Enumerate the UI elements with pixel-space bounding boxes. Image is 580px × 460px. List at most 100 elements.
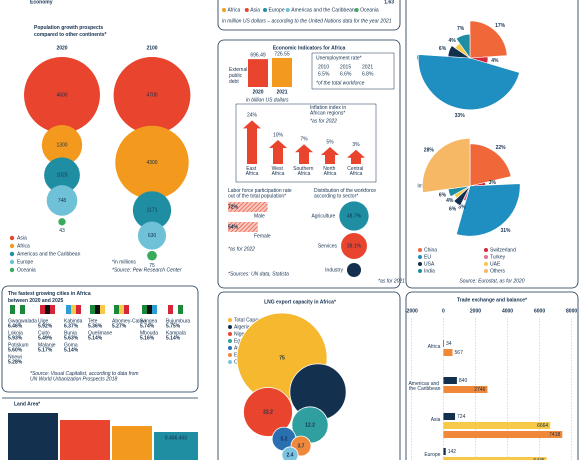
note: *as for 2022 (228, 246, 255, 252)
circle-label: 4600 (56, 92, 67, 98)
circle-label: 1171 (147, 208, 158, 214)
slice-label: 4% (449, 38, 457, 44)
legend-dot (9, 251, 15, 257)
sector-name: Services (318, 243, 338, 249)
unemployment-box (311, 52, 395, 90)
page-title: Economy (30, 0, 53, 5)
rate: 6.6% (340, 71, 352, 77)
legend-label: Europe (269, 7, 285, 13)
city-name: Goma (64, 342, 78, 348)
flag (45, 305, 50, 314)
box-title: Trade exchange and balance* (457, 297, 527, 303)
strip-value: 1.63 (384, 0, 394, 5)
labor-bar (228, 222, 258, 232)
city-growth: 5.93% (8, 335, 23, 341)
circle-label: 2.4 (287, 452, 294, 458)
arrow-value: 24% (247, 113, 258, 119)
debt-bar (248, 59, 268, 87)
note: in million US dollars – according to the… (222, 18, 392, 24)
legend-label: Americas and the Caribbean (291, 7, 355, 13)
legend-label: Africa (17, 243, 30, 249)
city-name: Bunia (64, 330, 77, 336)
bar-value: 6445 (534, 458, 545, 460)
city-name: Nnewi (8, 354, 22, 360)
trade-bar (443, 413, 456, 420)
slice-label: 3% (489, 180, 497, 186)
population-circle (113, 56, 191, 134)
year: 2021 (362, 64, 373, 70)
inflation-arrow (243, 120, 261, 164)
city-name: Quelimane (88, 330, 112, 336)
trade-bar (443, 386, 488, 393)
city-name: Tete (88, 318, 98, 324)
legend-dot (285, 8, 290, 12)
flag (76, 305, 81, 314)
flag (124, 305, 129, 314)
population-circle (58, 218, 66, 226)
bar-value: 6664 (537, 423, 548, 429)
sector-name: Agriculture (311, 213, 335, 219)
legend-dot (228, 318, 232, 322)
category-label: Asia (431, 417, 441, 423)
flag (173, 305, 178, 314)
year: 2015 (340, 64, 351, 70)
sector-value: 38.1% (347, 243, 362, 249)
city-name: Kampala (166, 330, 186, 336)
slice-label: 33% (455, 113, 466, 119)
trade-box (405, 291, 579, 460)
economy-box (217, 39, 401, 289)
land-bar (154, 432, 198, 460)
inflation-box (235, 103, 377, 183)
x-tick-label: 6000 (534, 308, 545, 314)
legend-label: UAE (490, 261, 501, 267)
population-circle (44, 157, 80, 194)
bar-value: 34 (446, 341, 452, 347)
column-year: 2100 (146, 45, 157, 51)
legend-dot (228, 325, 232, 329)
legend-dot (354, 8, 359, 12)
inflation-arrow (347, 149, 365, 164)
circle-label: 4700 (146, 93, 157, 99)
flag (168, 305, 173, 314)
category-label: Americas and the Caribbean (408, 381, 440, 392)
circle-label: 3.7 (298, 443, 305, 449)
section-title: Population growth prospects compared to … (34, 25, 107, 38)
lng-circle (281, 446, 299, 460)
trade-bar (443, 340, 444, 347)
city-growth: 5.74% (140, 323, 155, 329)
flag (10, 305, 15, 314)
city-growth: 5.27% (112, 323, 127, 329)
city-growth: 5.28% (8, 359, 23, 365)
labor-group: Female (254, 233, 271, 239)
legend-label: Turkey (490, 254, 506, 260)
cities-box (1, 285, 199, 393)
year: 2010 (318, 64, 329, 70)
debt-label: External public debt (229, 67, 249, 85)
land-bar (112, 426, 152, 460)
flag (95, 305, 100, 314)
legend-dot (418, 269, 422, 273)
circle-label: 1023 (56, 173, 67, 179)
legend-label: India (424, 268, 435, 274)
slice-label: 6% (439, 46, 447, 52)
slice-label: 4% (491, 58, 499, 64)
city-growth: 5.60% (8, 347, 23, 353)
city-name: Malanje (38, 342, 56, 348)
city-name: Songea (140, 318, 157, 324)
region: North Africa (323, 166, 337, 177)
legend-dot (263, 8, 267, 12)
population-circle (137, 221, 167, 250)
slice-label: 4% (446, 198, 454, 204)
legend-dot (244, 8, 249, 12)
flag (147, 305, 152, 314)
legend-label: Switzerland (490, 247, 516, 253)
region: Southern Africa (293, 166, 315, 177)
city-name: Uige (38, 318, 49, 324)
category-label: Africa (428, 344, 441, 350)
legend-label: Asia (17, 235, 27, 241)
legend-dot (228, 360, 232, 364)
x-tick-label: 8000 (566, 308, 577, 314)
city-name: Bujumbura (166, 318, 190, 324)
